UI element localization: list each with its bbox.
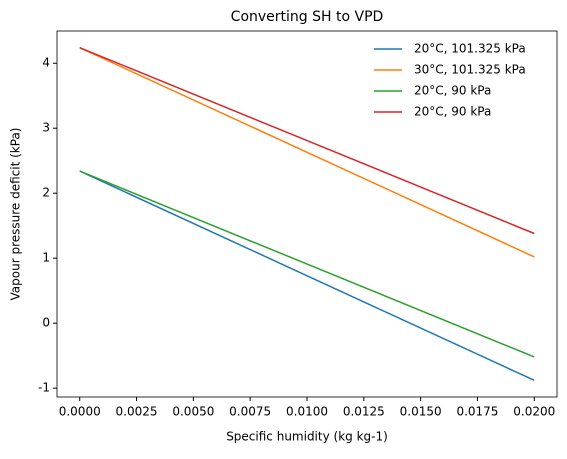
x-tick-label: 0.0150	[400, 405, 442, 419]
y-tick-label: 3	[42, 121, 50, 135]
y-tick-label: 2	[42, 186, 50, 200]
x-tick-label: 0.0025	[116, 405, 158, 419]
x-axis-label: Specific humidity (kg kg-1)	[226, 430, 388, 444]
series-line	[79, 170, 535, 382]
x-tick-label: 0.0000	[59, 405, 101, 419]
y-axis-label: Vapour pressure deficit (kPa)	[9, 128, 23, 301]
y-tick-label: 1	[42, 251, 50, 265]
series-line	[79, 46, 535, 258]
x-tick-label: 0.0175	[456, 405, 498, 419]
legend-label: 20°C, 101.325 kPa	[414, 42, 526, 56]
x-tick-label: 0.0200	[513, 405, 555, 419]
x-tick-label: 0.0075	[229, 405, 271, 419]
chart-title: Converting SH to VPD	[231, 9, 384, 25]
x-tick-label: 0.0125	[343, 405, 385, 419]
legend-label: 20°C, 90 kPa	[414, 105, 491, 119]
legend-label: 30°C, 101.325 kPa	[414, 63, 526, 77]
series-line	[79, 170, 535, 358]
x-tick-label: 0.0050	[172, 405, 214, 419]
plot-frame	[56, 30, 558, 398]
y-tick-label: 4	[42, 56, 50, 70]
x-tick-label: 0.0100	[286, 405, 328, 419]
y-tick-label: 0	[42, 316, 50, 330]
y-tick-label: -1	[38, 381, 50, 395]
series-line	[79, 46, 535, 235]
legend-label: 20°C, 90 kPa	[414, 84, 491, 98]
